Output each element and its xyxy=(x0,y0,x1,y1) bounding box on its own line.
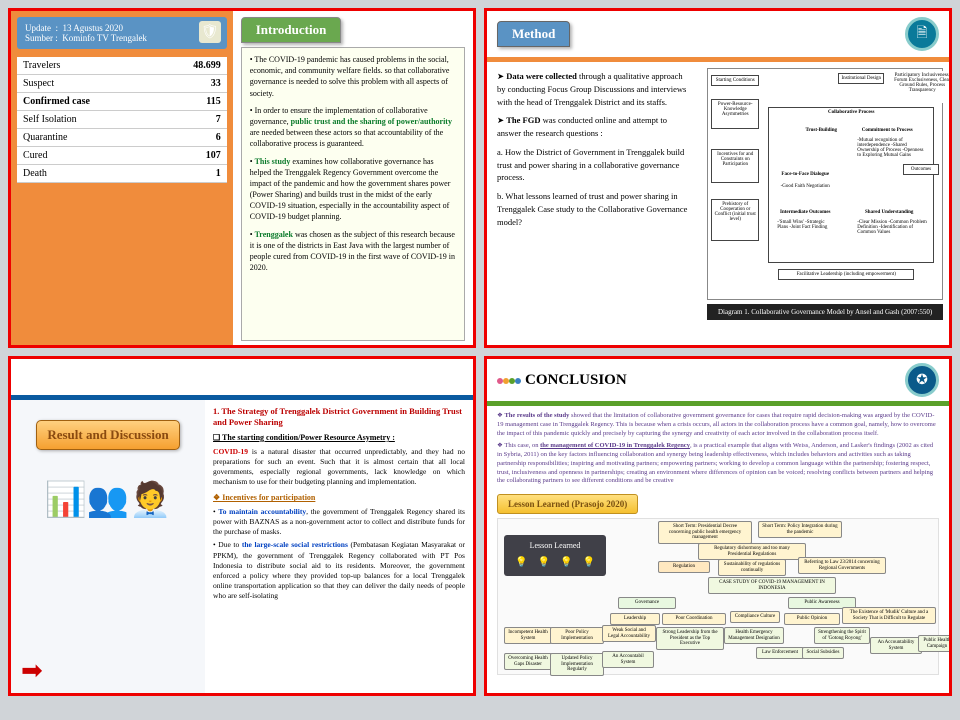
method-header: Method 🗎 xyxy=(487,11,949,62)
result-heading: 1. The Strategy of Trenggalek District G… xyxy=(213,406,465,429)
slide-result: Result and Discussion 📊👥🧑‍💼 ➡ 1. The Str… xyxy=(8,356,476,696)
bulbs-icon: 💡💡💡💡 xyxy=(510,556,600,570)
table-row: Self Isolation7 xyxy=(17,111,227,129)
method-tab: Method xyxy=(497,21,570,47)
method-qa: a. How the District of Government in Tre… xyxy=(497,146,691,184)
logo-icon: 🛡 xyxy=(199,21,221,43)
method-qb: b. What lessons learned of trust and pow… xyxy=(497,190,691,228)
update-label: Update xyxy=(25,23,51,33)
result-title: Result and Discussion xyxy=(36,420,179,450)
lesson-box: Lesson Learned 💡💡💡💡 xyxy=(504,535,606,575)
governance-diagram: Starting Conditions Power-Resource-Knowl… xyxy=(707,68,943,300)
diagram-caption: Diagram 1. Collaborative Governance Mode… xyxy=(707,304,943,320)
badge-icon: ✪ xyxy=(905,363,939,397)
sumber-label: Sumber xyxy=(25,33,53,43)
result-left: Result and Discussion 📊👥🧑‍💼 ➡ xyxy=(11,400,205,696)
table-row: Travelers48.699 xyxy=(17,57,227,75)
meeting-illustration: 📊👥🧑‍💼 xyxy=(45,480,172,520)
intro-p1: The COVID-19 pandemic has caused problem… xyxy=(250,55,450,98)
table-row: Death1 xyxy=(17,165,227,183)
update-value: 13 Agustus 2020 xyxy=(63,23,124,33)
collab-process-box: Collaborative Process Trust-Building Com… xyxy=(768,107,934,263)
intro-text: • The COVID-19 pandemic has caused probl… xyxy=(241,47,465,341)
dots-icon xyxy=(497,372,521,389)
doc-icon: 🗎 xyxy=(905,17,939,51)
slide-introduction: Update : 13 Agustus 2020 Sumber : Kominf… xyxy=(8,8,476,348)
sumber-value: Kominfo TV Trengalek xyxy=(62,33,147,43)
lesson-header: Lesson Learned (Prasojo 2020) xyxy=(497,494,638,514)
result-header xyxy=(11,359,473,400)
stats-table: Travelers48.699Suspect33Confirmed case11… xyxy=(17,57,227,183)
slide-method: Method 🗎 ➤ Data were collected through a… xyxy=(484,8,952,348)
conclusion-header: CONCLUSION ✪ xyxy=(487,359,949,406)
lesson-chart: Lesson Learned 💡💡💡💡 Short Term: Presiden… xyxy=(497,518,939,675)
method-text: ➤ Data were collected through a qualitat… xyxy=(487,62,701,348)
arrow-icon: ➡ xyxy=(21,656,43,686)
method-diagram-panel: Starting Conditions Power-Resource-Knowl… xyxy=(701,62,949,348)
table-row: Confirmed case115 xyxy=(17,93,227,111)
intro-tab: Introduction xyxy=(241,17,342,43)
intro-right-panel: Introduction • The COVID-19 pandemic has… xyxy=(233,11,473,345)
table-row: Quarantine6 xyxy=(17,129,227,147)
slide-conclusion: CONCLUSION ✪ ❖ The results of the study … xyxy=(484,356,952,696)
table-row: Suspect33 xyxy=(17,75,227,93)
result-text: 1. The Strategy of Trenggalek District G… xyxy=(205,400,473,696)
meta-box: Update : 13 Agustus 2020 Sumber : Kominf… xyxy=(17,17,227,49)
conclusion-title: CONCLUSION xyxy=(497,372,627,389)
conclusion-body: ❖ The results of the study showed that t… xyxy=(487,406,949,681)
table-row: Cured107 xyxy=(17,147,227,165)
intro-left-panel: Update : 13 Agustus 2020 Sumber : Kominf… xyxy=(11,11,233,345)
